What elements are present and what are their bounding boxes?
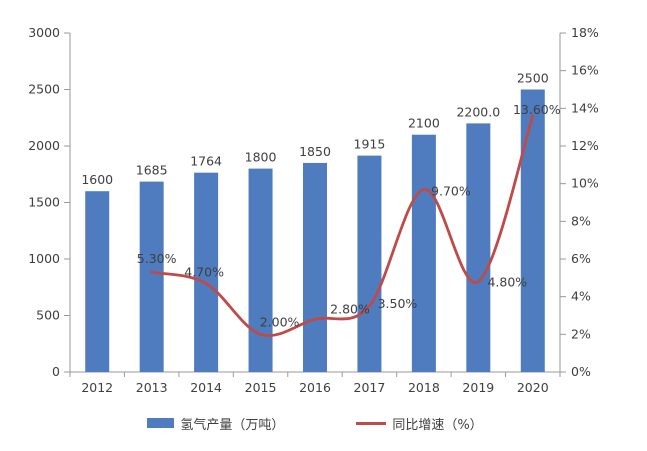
bar-2019 (466, 123, 491, 373)
x-axis-category-label: 2012 (81, 380, 113, 395)
bar-2013 (139, 181, 164, 372)
legend-item-growth: 同比增速（%） (356, 414, 483, 433)
line-data-label: 5.30% (137, 251, 177, 266)
legend-label-production: 氢气产量（万吨） (180, 417, 285, 433)
bar-2015 (248, 168, 273, 372)
line-data-label: 2.00% (260, 314, 300, 329)
right-axis-tick-label: 4% (571, 289, 591, 304)
left-axis-tick-label: 0 (52, 364, 60, 379)
right-axis-tick-label: 0% (571, 364, 591, 379)
bar-data-label: 2200.0 (456, 104, 500, 119)
x-axis-category-label: 2019 (462, 380, 494, 395)
right-axis-tick-label: 14% (571, 100, 599, 115)
legend-item-production: 氢气产量（万吨） (147, 414, 284, 433)
right-axis-tick-label: 2% (571, 326, 591, 341)
legend: 氢气产量（万吨） 同比增速（%） (0, 408, 630, 438)
bar-data-label: 1800 (245, 150, 277, 165)
line-data-label: 9.70% (431, 183, 471, 198)
left-axis-tick-label: 500 (36, 308, 60, 323)
x-axis-category-label: 2015 (245, 380, 277, 395)
bar-data-label: 2500 (517, 71, 549, 86)
line-data-label: 3.50% (378, 296, 418, 311)
right-axis-tick-label: 16% (571, 63, 599, 78)
right-axis-tick-label: 8% (571, 213, 591, 228)
x-axis-category-label: 2020 (517, 380, 549, 395)
bar-2016 (303, 162, 327, 372)
right-axis-tick-label: 18% (571, 25, 599, 40)
bar-data-label: 2100 (408, 116, 440, 131)
bar-data-label: 1850 (299, 144, 331, 159)
right-axis-tick-label: 6% (571, 251, 591, 266)
bar-2017 (357, 155, 382, 372)
bar-2014 (194, 172, 219, 372)
x-axis-category-label: 2017 (354, 380, 386, 395)
bar-2020 (520, 89, 545, 372)
x-axis-category-label: 2014 (190, 380, 222, 395)
left-axis-tick-label: 2000 (28, 138, 60, 153)
line-data-label: 13.60% (513, 102, 561, 117)
left-axis-tick-label: 1000 (28, 251, 60, 266)
legend-label-growth: 同比增速（%） (392, 417, 483, 433)
left-axis-tick-label: 2500 (28, 82, 60, 97)
growth-line (150, 114, 535, 337)
x-axis-category-label: 2013 (136, 380, 168, 395)
bar-series-swatch-icon (147, 418, 175, 428)
line-data-label: 4.80% (487, 275, 527, 290)
bar-data-label: 1915 (354, 137, 386, 152)
x-axis-category-label: 2016 (299, 380, 331, 395)
bar-data-label: 1764 (190, 154, 222, 169)
bar-2018 (411, 134, 436, 372)
bar-data-label: 1685 (136, 163, 168, 178)
left-axis-tick-label: 1500 (28, 195, 60, 210)
bar-2012 (85, 191, 110, 372)
line-data-label: 4.70% (184, 264, 224, 279)
line-data-label: 2.80% (330, 301, 370, 316)
left-axis-tick-label: 3000 (28, 25, 60, 40)
bar-data-label: 1600 (81, 172, 113, 187)
x-axis-category-label: 2018 (408, 380, 440, 395)
line-series-swatch-icon (356, 421, 387, 425)
right-axis-tick-label: 12% (571, 138, 599, 153)
right-axis-tick-label: 10% (571, 176, 599, 191)
